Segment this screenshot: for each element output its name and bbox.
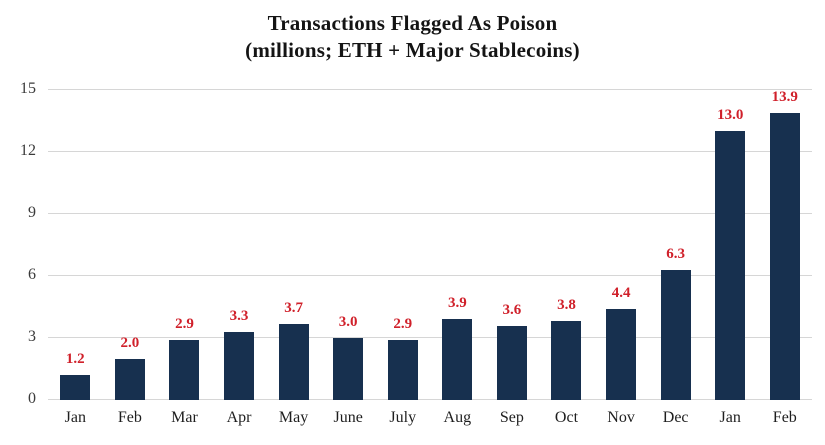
chart-title-line1: Transactions Flagged As Poison — [267, 11, 558, 35]
bar-value-label: 2.0 — [120, 334, 140, 351]
x-axis-label: Mar — [171, 409, 198, 426]
y-axis-tick-label: 0 — [28, 390, 36, 407]
bar-value-label: 6.3 — [666, 245, 686, 262]
bar — [278, 323, 309, 400]
bar-column: 3.3 Apr — [212, 90, 267, 426]
bar — [60, 375, 91, 400]
bar — [769, 112, 800, 400]
x-axis-label: Apr — [226, 409, 252, 426]
y-axis-tick-label: 15 — [20, 80, 36, 97]
bar-column: 3.6 Sep — [485, 90, 540, 426]
bar-value-label: 1.2 — [65, 351, 85, 368]
bar — [496, 325, 527, 400]
bar — [224, 331, 255, 400]
chart-title-line2: (millions; ETH + Major Stablecoins) — [245, 38, 580, 63]
bar-column: 6.3 Dec — [648, 90, 703, 426]
x-axis-label: Oct — [554, 409, 579, 426]
x-axis-label: Jan — [719, 409, 741, 426]
bar — [114, 358, 145, 400]
bar — [442, 319, 473, 400]
x-axis-label: Jan — [64, 409, 86, 426]
bar-value-label: 3.7 — [284, 299, 303, 316]
x-axis-label: Aug — [443, 409, 472, 426]
x-axis-label: July — [389, 409, 417, 426]
y-axis-tick-label: 3 — [28, 328, 36, 345]
gridline — [48, 89, 812, 90]
bar-column: 4.4 Nov — [594, 90, 649, 426]
gridline — [48, 275, 812, 276]
x-axis-label: May — [278, 409, 309, 426]
gridline — [48, 337, 812, 338]
bar — [660, 269, 691, 400]
bar-column: 13.9 Feb — [758, 88, 813, 426]
bar-value-label: 3.8 — [557, 297, 576, 314]
x-axis-label: Dec — [662, 409, 689, 426]
x-axis-label: Nov — [607, 409, 635, 426]
bar-value-label: 3.9 — [447, 295, 467, 312]
y-axis-tick-label: 12 — [20, 142, 36, 159]
bar-value-label: 2.9 — [393, 316, 413, 333]
x-axis-label: Feb — [117, 409, 142, 426]
bar-column: 3.9 Aug — [430, 90, 485, 426]
y-axis-tick-label: 9 — [28, 204, 36, 221]
y-axis-tick-label: 6 — [28, 266, 36, 283]
bars-container: 1.2 Jan 2.0 Feb 2.9 Mar 3.3 Apr 3.7 May 3.0 June 2.9… — [48, 88, 813, 426]
bar-value-label: 13.9 — [771, 88, 798, 105]
gridline — [48, 213, 812, 214]
bar-value-label: 3.0 — [338, 314, 358, 330]
bar — [333, 338, 364, 400]
bar-column: 2.0 Feb — [103, 90, 158, 426]
bar-value-label: 2.9 — [175, 316, 194, 333]
plot-area: 0 3 6 9 12 15 1.2 Jan 2.0 Feb 2.9 Mar 3.3 Apr 3.7 May 3… — [20, 81, 813, 426]
bar-column: 3.7 May — [266, 90, 321, 426]
bar — [606, 309, 637, 400]
bar-column: 2.9 July — [375, 90, 430, 426]
bar-column: 3.0 June — [321, 90, 376, 426]
x-axis-label: June — [333, 409, 363, 426]
x-axis-label: Sep — [499, 409, 524, 426]
chart-title: Transactions Flagged As Poison (millions… — [0, 10, 825, 65]
bar-column: 1.2 Jan — [48, 90, 103, 426]
bar-value-label: 3.6 — [502, 301, 522, 318]
bar-value-label: 3.3 — [229, 307, 249, 324]
bar — [169, 340, 200, 400]
bar-value-label: 13.0 — [717, 107, 744, 124]
bar-column: 13.0 Jan — [703, 90, 758, 426]
bar — [551, 321, 582, 400]
bar-column: 2.9 Mar — [157, 90, 212, 426]
x-axis-label: Feb — [772, 409, 797, 426]
bar — [715, 131, 746, 400]
bar-value-label: 4.4 — [611, 285, 631, 302]
gridline — [48, 399, 812, 400]
gridline — [48, 151, 812, 152]
bar — [387, 340, 418, 400]
bar-column: 3.8 Oct — [539, 90, 594, 426]
